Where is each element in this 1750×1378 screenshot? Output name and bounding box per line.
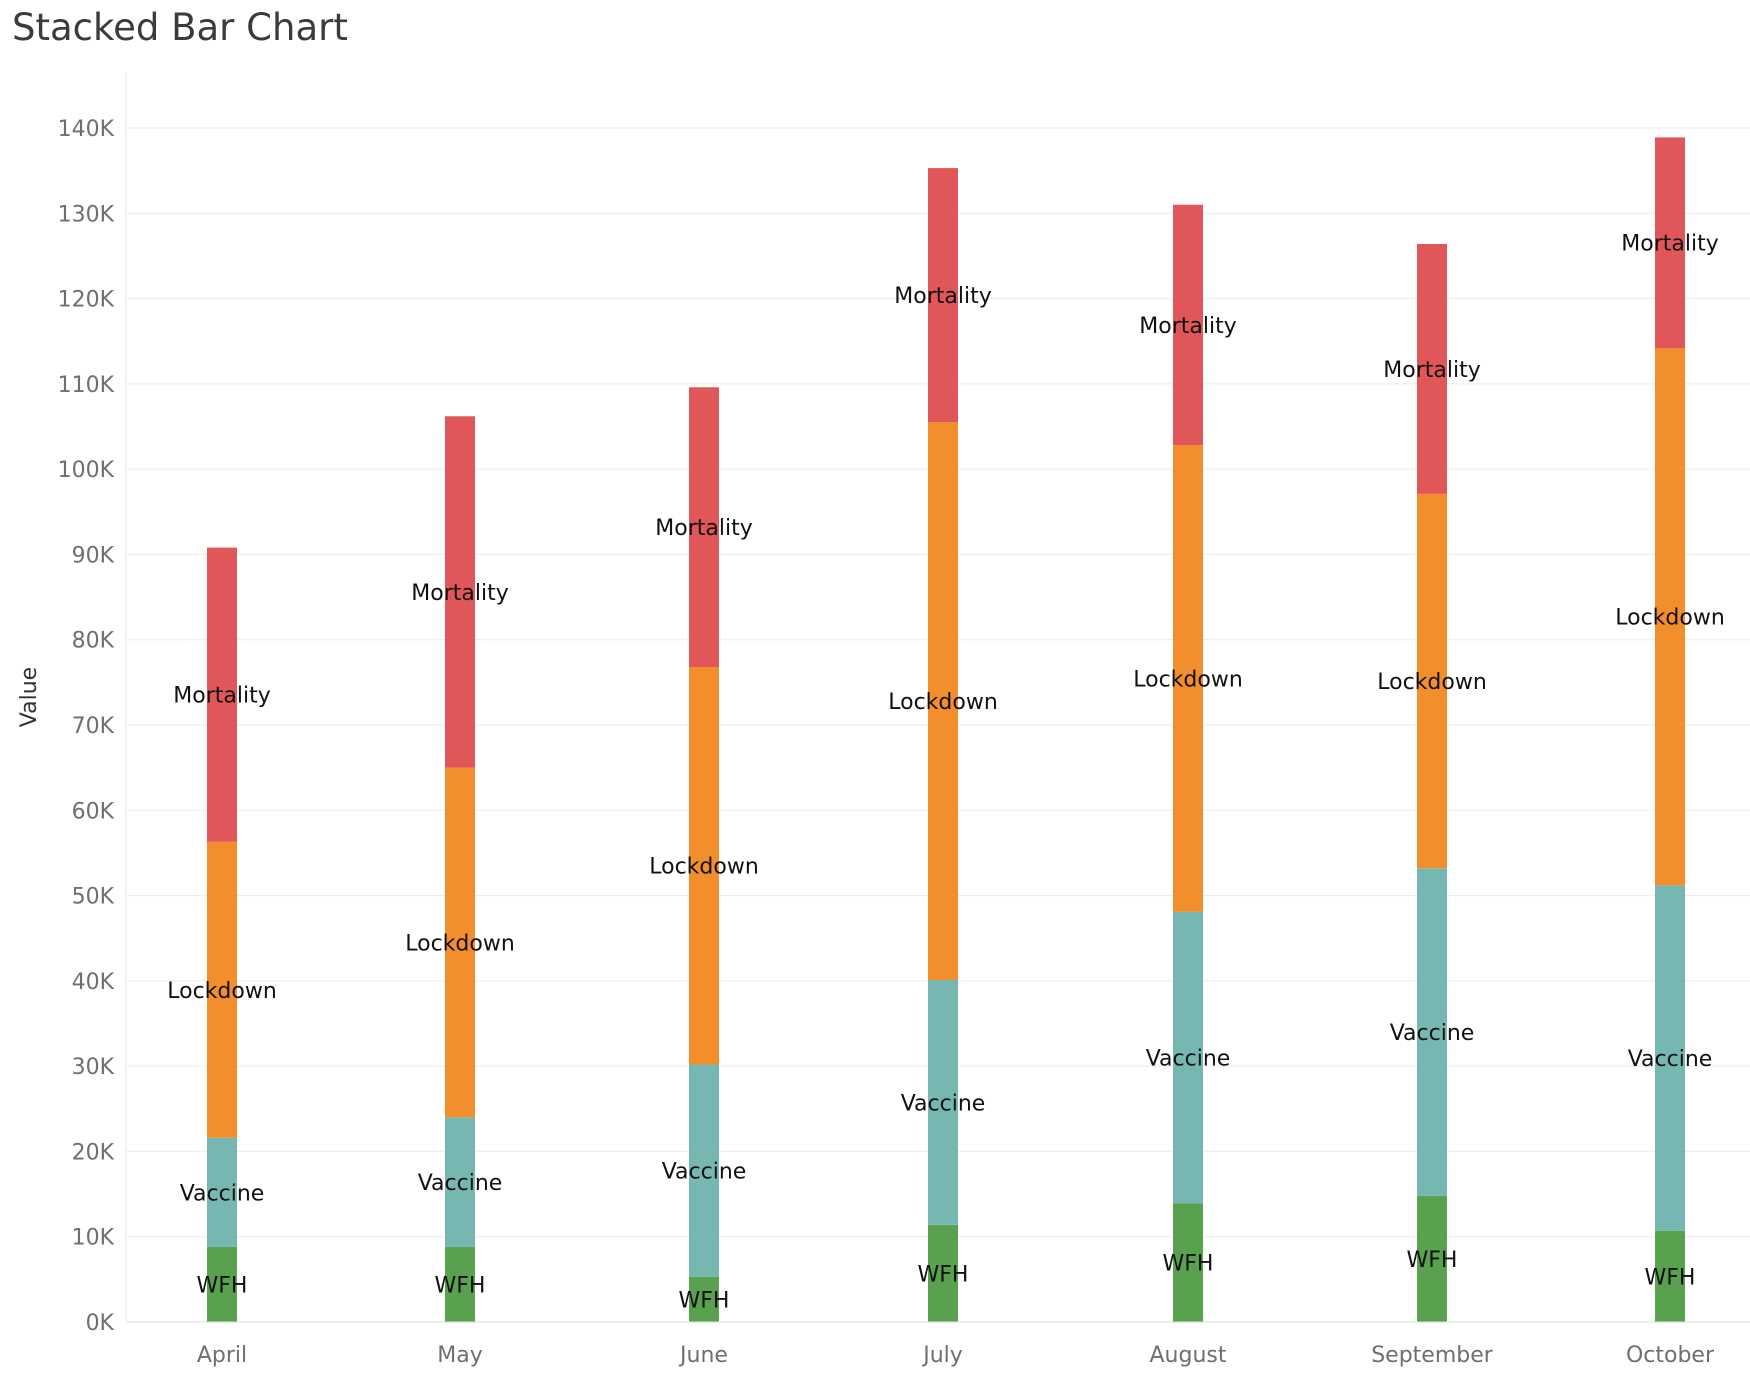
segment-label: Lockdown [405, 931, 515, 956]
bar-segment-wfh [207, 1246, 237, 1322]
segment-label: WFH [1407, 1248, 1458, 1273]
x-tick-label: April [197, 1343, 247, 1368]
x-tick-label: May [437, 1343, 482, 1368]
y-tick-label: 20K [72, 1140, 115, 1165]
y-tick-label: 130K [58, 202, 115, 227]
bar-segment-vaccine [445, 1117, 475, 1247]
segment-label: WFH [1645, 1265, 1696, 1290]
y-tick-label: 60K [72, 799, 115, 824]
x-tick-label: June [678, 1343, 728, 1368]
segment-label: Mortality [1139, 314, 1236, 339]
x-tick-label: September [1371, 1343, 1494, 1368]
bar-segment-vaccine [1417, 868, 1447, 1196]
bar-segment-vaccine [1173, 911, 1203, 1204]
y-tick-label: 100K [58, 458, 115, 483]
segment-label: Vaccine [1628, 1047, 1713, 1072]
segment-label: Vaccine [180, 1181, 265, 1206]
y-tick-label: 90K [72, 543, 115, 568]
segment-label: WFH [197, 1273, 248, 1298]
bar-segment-vaccine [928, 980, 958, 1225]
bar-segment-wfh [1173, 1203, 1203, 1322]
segment-label: WFH [1163, 1252, 1214, 1277]
bar-segment-vaccine [1655, 885, 1685, 1231]
segment-label: Lockdown [1377, 670, 1487, 695]
bar-segment-wfh [928, 1224, 958, 1322]
segment-label: Lockdown [1615, 606, 1725, 631]
bars [207, 137, 1685, 1322]
segment-label: WFH [918, 1262, 969, 1287]
y-tick-label: 0K [86, 1311, 115, 1336]
y-tick-label: 40K [72, 970, 115, 995]
bar-segment-lockdown [1655, 348, 1685, 886]
segment-label: Vaccine [1146, 1047, 1231, 1072]
bar-segment-wfh [445, 1246, 475, 1322]
y-tick-label: 10K [72, 1226, 115, 1251]
segment-label: Lockdown [649, 855, 759, 880]
segment-label: Mortality [1621, 232, 1718, 257]
bar-segment-vaccine [689, 1064, 719, 1277]
y-tick-label: 70K [72, 714, 115, 739]
x-tick-label: July [921, 1343, 963, 1368]
bar-segment-mortality [928, 168, 958, 423]
segment-label: Vaccine [901, 1091, 986, 1116]
segment-label: Mortality [894, 284, 991, 309]
y-tick-label: 110K [58, 373, 115, 398]
y-tick-label: 120K [58, 288, 115, 313]
segment-label: Lockdown [1133, 668, 1243, 693]
segment-label: Vaccine [418, 1171, 503, 1196]
y-axis-title: Value [17, 667, 42, 727]
y-tick-label: 80K [72, 629, 115, 654]
bar-segment-lockdown [928, 422, 958, 981]
bar-segment-wfh [1417, 1195, 1447, 1322]
segment-label: Lockdown [167, 979, 277, 1004]
segment-label: Vaccine [1390, 1021, 1475, 1046]
segment-labels: WFH Vaccine Lockdown Mortality WFH Vaccine Loc… [167, 232, 1725, 1314]
y-tick-label: 50K [72, 885, 115, 910]
segment-label: WFH [679, 1288, 730, 1313]
bar-segment-mortality [445, 416, 475, 768]
segment-label: Mortality [655, 516, 752, 541]
chart-title: Stacked Bar Chart [12, 6, 348, 49]
bar-segment-mortality [1173, 204, 1203, 446]
axes: 0K 10K 20K 30K 40K 50K 60K 70K 80K 90K 100K 110K 120… [58, 72, 1750, 1368]
segment-label: Lockdown [888, 690, 998, 715]
segment-label: Vaccine [662, 1160, 747, 1185]
bar-segment-lockdown [1417, 493, 1447, 869]
y-tick-label: 140K [58, 117, 115, 142]
bar-segment-mortality [1655, 137, 1685, 349]
bar-segment-wfh [1655, 1230, 1685, 1322]
segment-label: Mortality [411, 581, 508, 606]
bar-segment-lockdown [445, 767, 475, 1118]
y-tick-label: 30K [72, 1055, 115, 1080]
bar-segment-lockdown [1173, 445, 1203, 912]
bar-segment-mortality [689, 387, 719, 668]
x-tick-label: August [1150, 1343, 1227, 1368]
bar-segment-lockdown [207, 841, 237, 1138]
bar-segment-mortality [1417, 243, 1447, 494]
segment-label: WFH [435, 1273, 486, 1298]
bar-segment-lockdown [689, 667, 719, 1065]
bar-segment-mortality [207, 547, 237, 842]
segment-label: Mortality [173, 684, 270, 709]
segment-label: Mortality [1383, 358, 1480, 383]
bar-segment-wfh [689, 1276, 719, 1322]
x-tick-label: October [1626, 1343, 1715, 1368]
bar-segment-vaccine [207, 1137, 237, 1247]
